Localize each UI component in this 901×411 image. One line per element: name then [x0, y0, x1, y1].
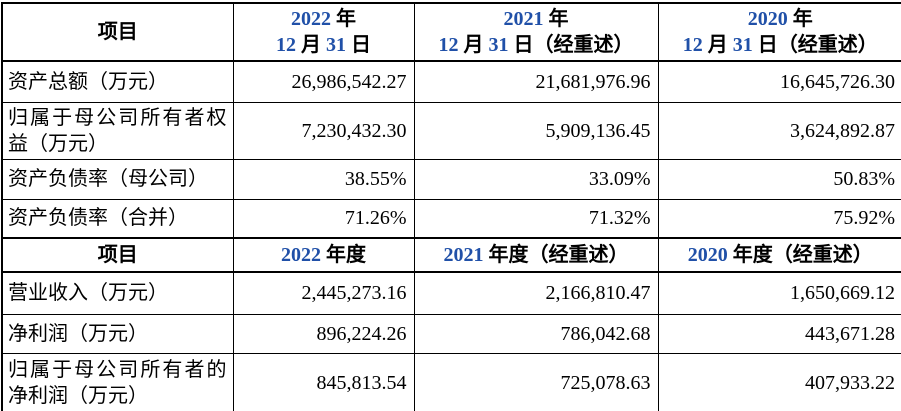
value-cell: 3,624,892.87: [657, 101, 901, 160]
table-row: 资产负债率（合并） 71.26% 71.32% 75.92%: [1, 198, 901, 239]
value-cell: 725,078.63: [413, 352, 659, 411]
value-cell: 443,671.28: [657, 313, 901, 354]
table-row: 净利润（万元） 896,224.26 786,042.68 443,671.28: [1, 313, 901, 354]
header-year-number: 2020: [687, 244, 728, 266]
row-label-cell: 资产总额（万元）: [1, 60, 234, 103]
value-cell: 1,650,669.12: [657, 271, 901, 315]
value-cell: 786,042.68: [413, 313, 659, 354]
header-year-number: 2021: [443, 244, 484, 266]
value-cell: 2,445,273.16: [232, 271, 415, 315]
header-year-number: 2020: [747, 8, 788, 30]
value-cell: 896,224.26: [232, 313, 415, 354]
header-row: 项目 2022 年 12 月 31 日 2021 年 12 月 31 日（经重述） 202…: [1, 2, 901, 62]
header-year-number: 31: [488, 34, 509, 56]
value-cell: 75.92%: [657, 198, 901, 239]
value-cell: 16,645,726.30: [657, 60, 901, 103]
item-column-header: 项目: [1, 237, 234, 273]
header-year-number: 12: [276, 34, 296, 56]
value-cell: 71.26%: [232, 198, 415, 239]
row-label-cell: 归属于母公司所有者权益（万元）: [1, 101, 234, 160]
value-cell: 26,986,542.27: [232, 60, 415, 103]
header-row: 项目 2022 年度 2021 年度（经重述） 2020 年度（经重述）: [1, 237, 901, 273]
period-column-header: 2020 年度（经重述）: [657, 237, 901, 273]
header-year-number: 31: [732, 34, 753, 56]
table-row: 资产总额（万元） 26,986,542.27 21,681,976.96 16,645…: [1, 60, 901, 103]
table-row: 归属于母公司所有者权益（万元） 7,230,432.30 5,909,136.45 3…: [1, 101, 901, 160]
row-label-cell: 净利润（万元）: [1, 313, 234, 354]
value-cell: 38.55%: [232, 158, 415, 200]
value-cell: 407,933.22: [657, 352, 901, 411]
value-cell: 5,909,136.45: [413, 101, 659, 160]
period-column-header: 2021 年度（经重述）: [413, 237, 659, 273]
period-column-header: 2021 年 12 月 31 日（经重述）: [413, 2, 659, 62]
value-cell: 845,813.54: [232, 352, 415, 411]
value-cell: 71.32%: [413, 198, 659, 239]
period-column-header: 2022 年 12 月 31 日: [232, 2, 415, 62]
header-year-number: 31: [326, 34, 346, 56]
value-cell: 50.83%: [657, 158, 901, 200]
period-column-header: 2020 年 12 月 31 日（经重述）: [657, 2, 901, 62]
header-year-number: 2022: [281, 244, 321, 266]
table-row: 资产负债率（母公司） 38.55% 33.09% 50.83%: [1, 158, 901, 200]
header-year-number: 12: [682, 34, 703, 56]
header-year-number: 2022: [291, 8, 331, 30]
value-cell: 21,681,976.96: [413, 60, 659, 103]
row-label-cell: 资产负债率（母公司）: [1, 158, 234, 200]
header-year-number: 2021: [503, 8, 544, 30]
value-cell: 2,166,810.47: [413, 271, 659, 315]
table-row: 营业收入（万元） 2,445,273.16 2,166,810.47 1,650,66…: [1, 271, 901, 315]
row-label-cell: 归属于母公司所有者的净利润（万元）: [1, 352, 234, 411]
item-column-header: 项目: [1, 2, 234, 62]
table-row: 归属于母公司所有者的净利润（万元） 845,813.54 725,078.63 407…: [1, 352, 901, 411]
value-cell: 33.09%: [413, 158, 659, 200]
value-cell: 7,230,432.30: [232, 101, 415, 160]
period-column-header: 2022 年度: [232, 237, 415, 273]
header-year-number: 12: [438, 34, 459, 56]
row-label-cell: 营业收入（万元）: [1, 271, 234, 315]
row-label-cell: 资产负债率（合并）: [1, 198, 234, 239]
